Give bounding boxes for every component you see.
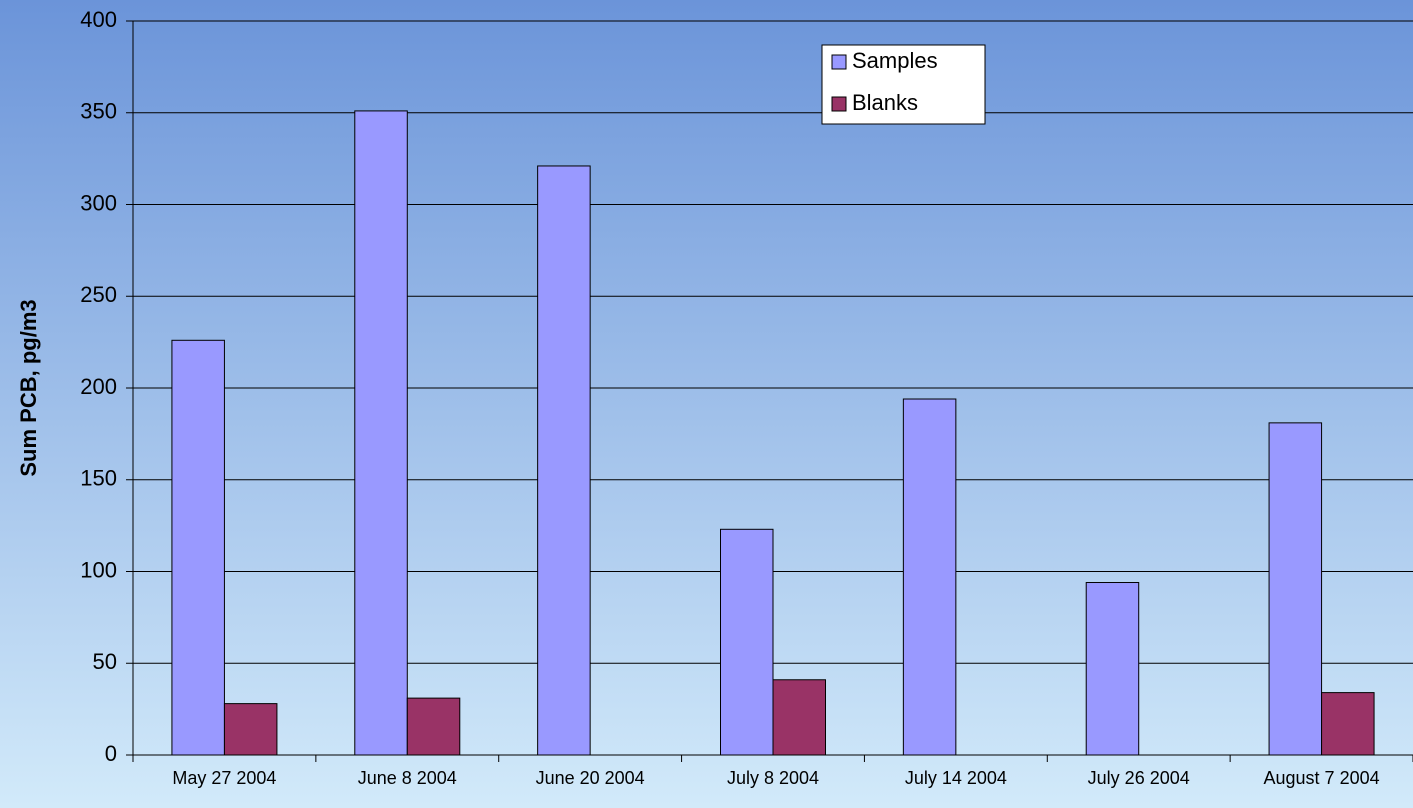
bar — [537, 165, 591, 756]
legend-box — [821, 44, 986, 125]
bar — [772, 679, 826, 756]
bar — [171, 339, 225, 756]
bar — [902, 398, 957, 756]
x-tick-label: May 27 2004 — [172, 768, 276, 788]
bar — [406, 697, 461, 756]
y-tick-label: 50 — [93, 649, 117, 674]
x-tick-label: July 8 2004 — [727, 768, 819, 788]
bar — [1085, 582, 1140, 756]
bar — [223, 703, 278, 756]
x-tick-label: August 7 2004 — [1264, 768, 1380, 788]
y-tick-label: 250 — [80, 282, 117, 307]
legend-swatch — [831, 96, 847, 112]
y-tick-label: 0 — [105, 741, 117, 766]
x-tick-label: June 20 2004 — [536, 768, 645, 788]
legend-swatch — [831, 54, 847, 70]
y-tick-label: 100 — [80, 557, 117, 582]
y-tick-label: 300 — [80, 190, 117, 215]
legend-label: Samples — [852, 48, 938, 73]
y-tick-label: 350 — [80, 99, 117, 124]
x-tick-label: July 14 2004 — [905, 768, 1007, 788]
bar — [354, 110, 408, 756]
y-tick-label: 150 — [80, 466, 117, 491]
bar — [1268, 422, 1323, 756]
bar — [720, 528, 774, 756]
legend-label: Blanks — [852, 90, 918, 115]
y-axis-label: Sum PCB, pg/m3 — [16, 299, 41, 476]
x-tick-label: July 26 2004 — [1088, 768, 1190, 788]
x-tick-label: June 8 2004 — [358, 768, 457, 788]
bar — [1321, 692, 1375, 756]
y-tick-label: 200 — [80, 374, 117, 399]
y-tick-label: 400 — [80, 7, 117, 32]
